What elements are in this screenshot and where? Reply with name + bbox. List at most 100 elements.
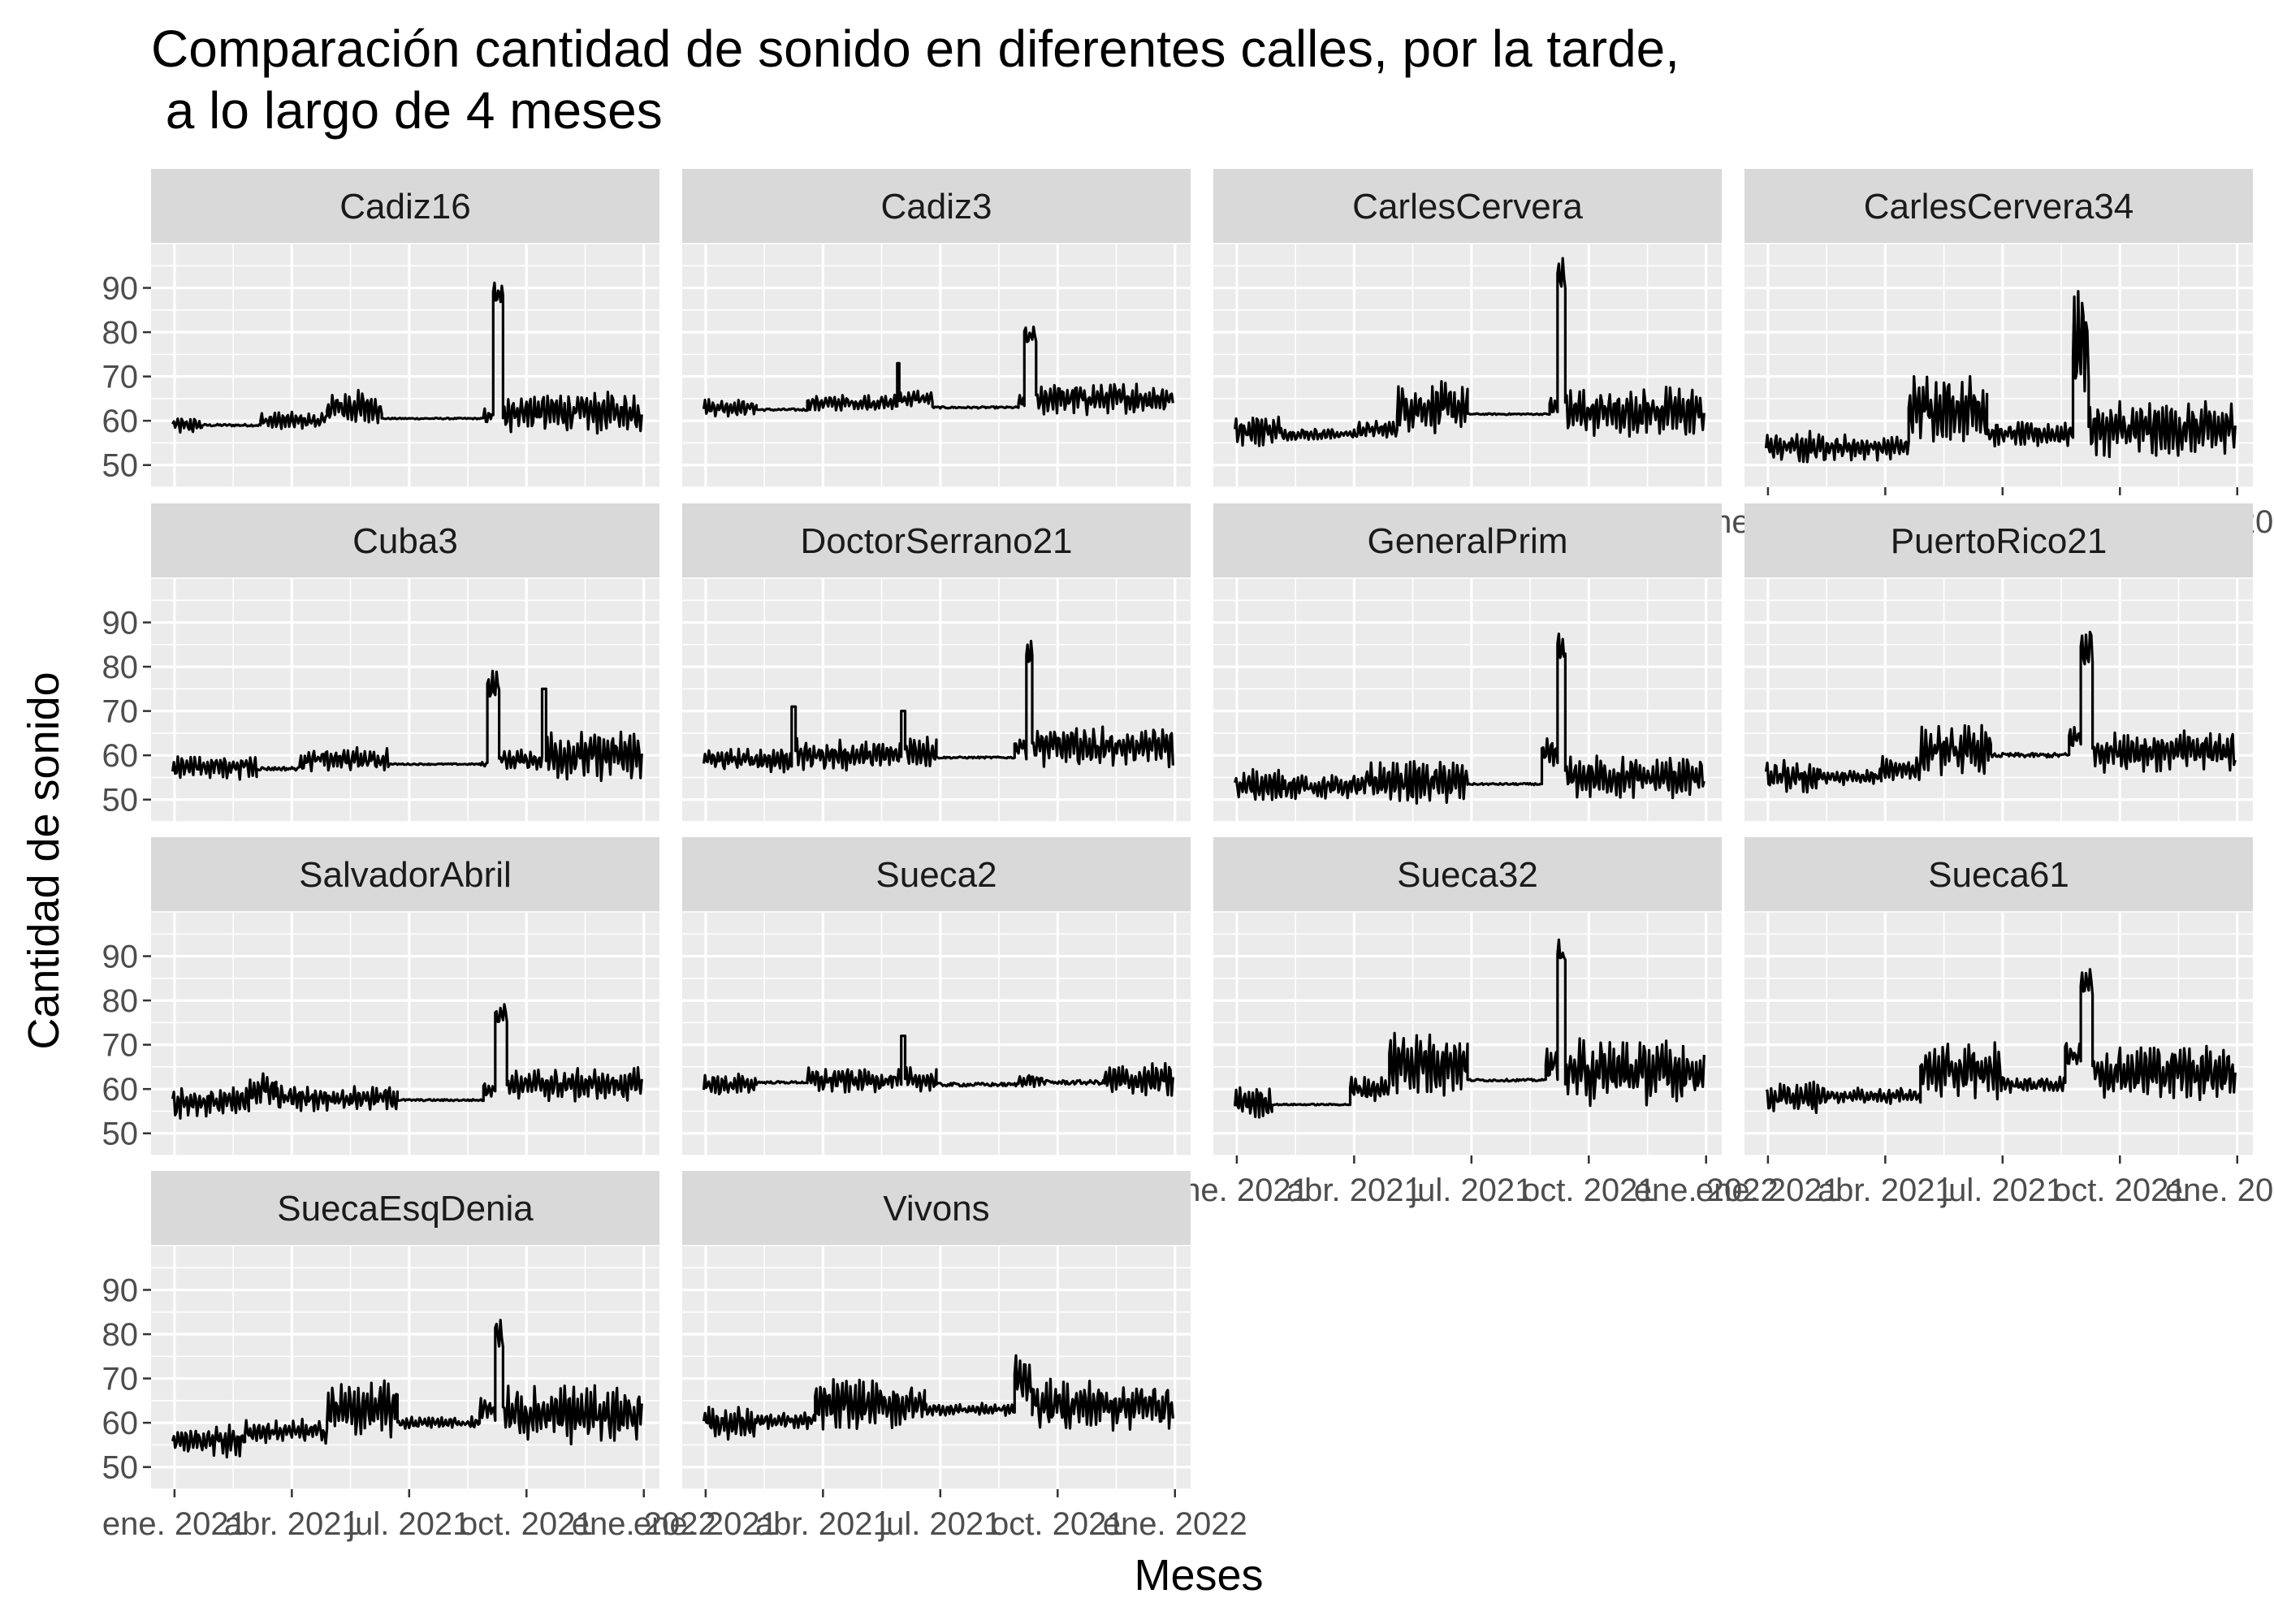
y-tick-label: 80 [102, 650, 139, 685]
facet-strip [1744, 169, 2253, 244]
y-tick-label: 70 [102, 1362, 139, 1397]
x-tick-label: jul. 2021 [878, 1506, 1001, 1542]
facet-strip [151, 837, 659, 912]
facet-strip [1213, 169, 1722, 244]
facet-strip-label: CarlesCervera [1352, 187, 1583, 227]
facet-strip [1744, 837, 2253, 912]
facet-cuba3: Cuba3 50 60 70 80 90 [102, 503, 659, 823]
facet-strip [682, 1171, 1191, 1246]
facet-strip [682, 169, 1191, 244]
facet-strip-label: Vivons [883, 1189, 989, 1229]
series-line [171, 281, 643, 435]
facet-puertorico21: PuertoRico21 [1744, 503, 2253, 823]
series-line [1233, 633, 1706, 805]
plot-panel [682, 578, 1191, 822]
facet-cadiz3: Cadiz3 [682, 169, 1191, 488]
facet-strip-label: Cuba3 [352, 521, 458, 561]
facet-strip [682, 503, 1191, 578]
facet-strip-label: SalvadorAbril [299, 855, 512, 895]
x-tick-label: ene. 2021 [102, 1506, 247, 1542]
series-line [702, 325, 1174, 418]
facet-generalprim: GeneralPrim [1213, 503, 1722, 823]
facet-strip-label: DoctorSerrano21 [800, 521, 1072, 561]
facet-strip-label: PuertoRico21 [1891, 521, 2108, 561]
x-tick-label: ene. 2022 [1103, 1506, 1247, 1542]
x-tick-label: jul. 2021 [1409, 1173, 1533, 1208]
facet-doctorserrano21: DoctorSerrano21 [682, 503, 1191, 823]
x-tick-label: ene. 2021 [633, 1506, 778, 1542]
facet-panels: Cadiz16 50 60 70 80 90 Cadiz3 CarlesCervera Carl… [102, 169, 2274, 1542]
series-line [702, 1034, 1174, 1097]
y-tick-label: 60 [102, 1072, 139, 1108]
facet-strip-label: Cadiz16 [339, 187, 470, 227]
facet-strip [151, 503, 659, 578]
facet-strip [1744, 503, 2253, 578]
x-axis-title: Meses [1134, 1551, 1263, 1600]
chart-title: Comparación cantidad de sonido en difere… [151, 19, 1680, 78]
plot-panel [151, 578, 659, 822]
y-tick-label: 50 [102, 1450, 139, 1486]
series-line [1765, 968, 2237, 1114]
facet-cadiz16: Cadiz16 50 60 70 80 90 [102, 169, 659, 488]
facet-strip-label: CarlesCervera34 [1864, 187, 2134, 227]
y-tick-label: 80 [102, 315, 139, 351]
series-line [1764, 630, 2237, 794]
plot-panel [682, 1246, 1191, 1489]
series-line [171, 669, 643, 783]
x-tick-label: oct. 2021 [460, 1506, 594, 1542]
y-tick-label: 50 [102, 783, 139, 818]
y-axis-title: Cantidad de sonido [19, 672, 68, 1049]
y-tick-label: 70 [102, 694, 139, 730]
y-tick-label: 60 [102, 1406, 139, 1441]
facet-strip-label: Cadiz3 [881, 187, 992, 227]
x-tick-label: oct. 2021 [1522, 1173, 1656, 1208]
facet-strip [1213, 837, 1722, 912]
y-tick-label: 90 [102, 271, 139, 307]
x-tick-label: ene. 2022 [2165, 1173, 2274, 1208]
facet-strip-label: Sueca32 [1397, 855, 1538, 895]
facet-strip-label: Sueca61 [1928, 855, 2069, 895]
plot-panel [682, 912, 1191, 1155]
y-tick-label: 80 [102, 1317, 139, 1353]
series-line [702, 639, 1174, 774]
facet-strip-label: SuecaEsqDenia [277, 1189, 534, 1229]
plot-panel [151, 912, 659, 1155]
facet-strip [151, 169, 659, 244]
y-tick-label: 70 [102, 360, 139, 395]
x-tick-label: jul. 2021 [347, 1506, 470, 1542]
series-line [1233, 257, 1706, 447]
chart-title-line-2: a lo largo de 4 meses [151, 81, 663, 140]
series-line [702, 1354, 1174, 1441]
y-tick-label: 60 [102, 404, 139, 439]
x-tick-label: ene. 2022 [1634, 1173, 1779, 1208]
x-tick-label: ene. 2021 [1696, 1173, 1840, 1208]
y-tick-label: 90 [102, 1273, 139, 1309]
series-line [1233, 938, 1706, 1119]
series-line [171, 1003, 643, 1120]
plot-panel [151, 244, 659, 487]
facet-strip-label: Sueca2 [875, 855, 996, 895]
x-tick-label: oct. 2021 [991, 1506, 1125, 1542]
y-tick-label: 90 [102, 939, 139, 975]
x-tick-label: ene. 2022 [572, 1506, 716, 1542]
facet-strip [1213, 503, 1722, 578]
series-line [171, 1319, 643, 1459]
y-tick-label: 80 [102, 983, 139, 1019]
plot-panel [1744, 578, 2253, 822]
facet-carlescervera: CarlesCervera [1213, 169, 1722, 488]
x-tick-label: abr. 2021 [1818, 1173, 1953, 1208]
x-tick-label: jul. 2021 [1940, 1173, 2064, 1208]
plot-panel [1744, 912, 2253, 1155]
x-tick-label: abr. 2021 [755, 1506, 891, 1542]
plot-panel [1213, 244, 1722, 487]
facet-sueca2: Sueca2 [682, 837, 1191, 1156]
series-line [1764, 290, 2237, 464]
y-tick-label: 50 [102, 1116, 139, 1152]
y-tick-label: 70 [102, 1028, 139, 1064]
